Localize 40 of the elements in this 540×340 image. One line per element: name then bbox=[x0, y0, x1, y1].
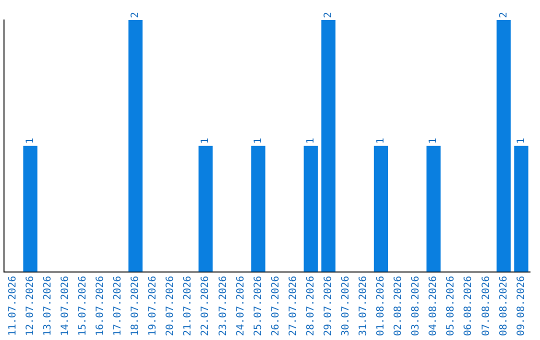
x-tick-label: 04.08.2026 bbox=[428, 276, 440, 336]
x-tick-label: 13.07.2026 bbox=[42, 276, 54, 336]
x-tick-label: 17.07.2026 bbox=[112, 276, 124, 336]
x-tick-label: 20.07.2026 bbox=[165, 276, 176, 336]
x-tick-label: 18.07.2026 bbox=[130, 276, 142, 336]
x-tick-label: 27.07.2026 bbox=[288, 276, 299, 336]
x-tick-label: 31.07.2026 bbox=[358, 276, 370, 336]
x-tick-label: 24.07.2026 bbox=[235, 276, 246, 336]
x-tick-label: 06.08.2026 bbox=[463, 276, 474, 336]
x-tick-label: 25.07.2026 bbox=[252, 276, 264, 336]
x-tick-label: 11.07.2026 bbox=[7, 276, 18, 336]
x-tick-label: 02.08.2026 bbox=[393, 276, 404, 336]
data-label: 1 bbox=[376, 138, 387, 144]
x-tick-label: 03.08.2026 bbox=[410, 276, 422, 336]
data-label: 1 bbox=[305, 138, 316, 144]
x-tick-label: 08.08.2026 bbox=[498, 276, 510, 336]
x-tick-label: 07.08.2026 bbox=[480, 276, 492, 336]
x-tick-label: 23.07.2026 bbox=[218, 276, 229, 336]
x-tick-label: 16.07.2026 bbox=[95, 276, 106, 336]
data-label: 1 bbox=[24, 138, 36, 144]
x-tick-label: 26.07.2026 bbox=[270, 276, 282, 336]
data-label: 1 bbox=[252, 138, 264, 144]
data-label: 2 bbox=[322, 12, 334, 18]
x-tick-label: 22.07.2026 bbox=[200, 276, 212, 336]
x-tick-label: 29.07.2026 bbox=[322, 276, 334, 336]
data-label: 2 bbox=[130, 12, 142, 18]
x-tick-label: 21.07.2026 bbox=[182, 276, 194, 336]
x-tick-label: 19.07.2026 bbox=[148, 276, 159, 336]
data-label: 1 bbox=[200, 138, 212, 144]
x-tick-label: 30.07.2026 bbox=[340, 276, 352, 336]
x-tick-label: 28.07.2026 bbox=[305, 276, 316, 336]
x-tick-label: 09.08.2026 bbox=[516, 276, 527, 336]
x-tick-label: 05.08.2026 bbox=[446, 276, 457, 336]
x-tick-label: 14.07.2026 bbox=[60, 276, 71, 336]
data-label: 1 bbox=[516, 138, 527, 144]
data-label: 2 bbox=[498, 12, 510, 18]
x-tick-label: 15.07.2026 bbox=[77, 276, 88, 336]
x-tick-label: 01.08.2026 bbox=[376, 276, 387, 336]
x-tick-label: 12.07.2026 bbox=[24, 276, 36, 336]
data-label: 1 bbox=[428, 138, 440, 144]
